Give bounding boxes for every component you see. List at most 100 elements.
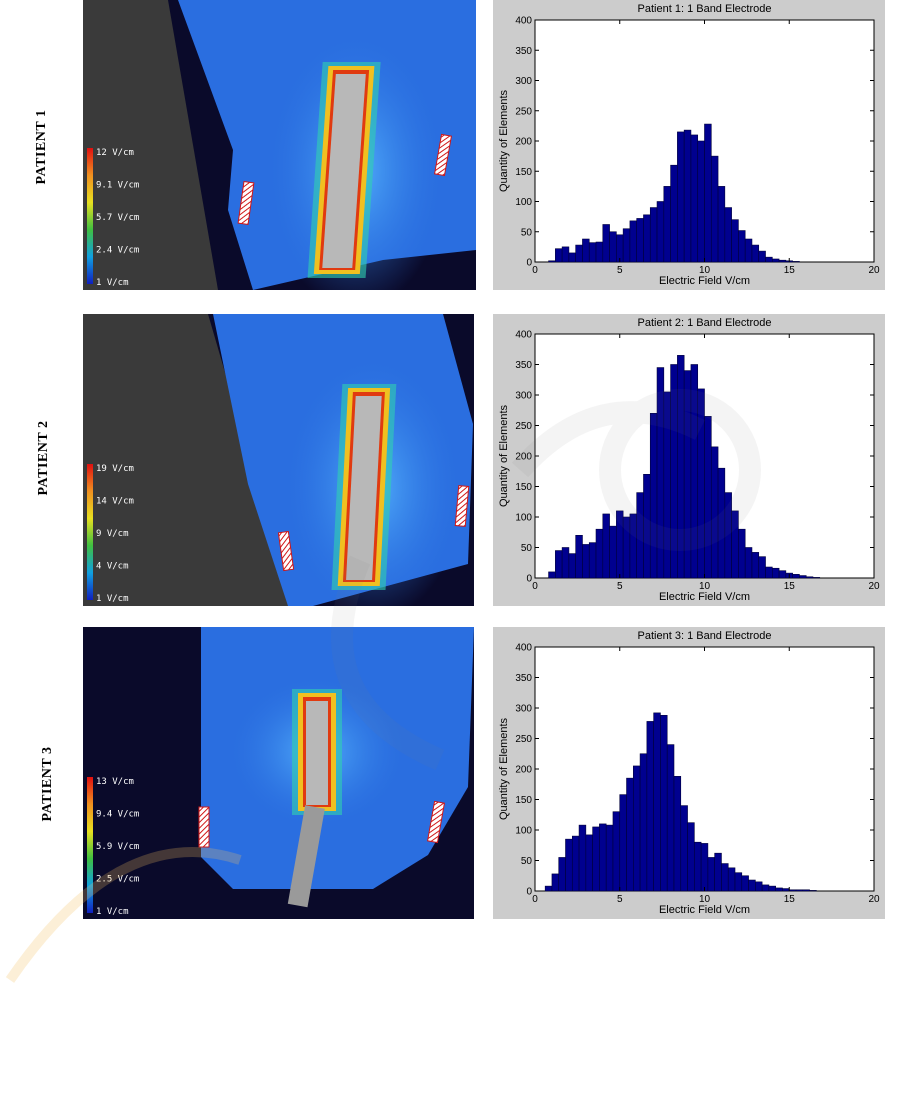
- ground-pad: [434, 133, 452, 177]
- histogram-bar: [677, 131, 685, 263]
- histogram-bar: [592, 826, 600, 892]
- x-tick-label: 10: [699, 894, 711, 905]
- row-label-patient-3: PATIENT 3: [40, 746, 55, 822]
- x-tick-label: 5: [617, 265, 623, 276]
- x-tick-label: 10: [699, 581, 711, 592]
- histogram-bar: [792, 261, 800, 263]
- histogram-bar: [717, 186, 726, 263]
- y-tick-label: 50: [521, 856, 533, 867]
- histogram-bar: [805, 576, 814, 579]
- histogram-bar: [710, 446, 719, 579]
- colorbar-label: 2.5 V/cm: [96, 875, 139, 885]
- histogram-bar: [595, 241, 604, 263]
- histogram-bar: [683, 370, 692, 579]
- simulation-render: 19 V/cm 14 V/cm 9 V/cm 4 V/cm 1 V/cm: [83, 314, 474, 606]
- histogram-bar: [605, 824, 614, 892]
- x-tick-label: 0: [532, 894, 538, 905]
- histogram-bar: [788, 889, 797, 892]
- histogram-bar: [765, 256, 773, 263]
- histogram-bar: [765, 566, 773, 579]
- histogram-bar: [683, 129, 692, 263]
- colorbar-label: 9.1 V/cm: [96, 181, 139, 191]
- y-tick-label: 400: [515, 330, 532, 341]
- colorbar-label: 1 V/cm: [96, 907, 129, 917]
- electrode-shaft: [306, 701, 328, 805]
- row-label-patient-1: PATIENT 1: [34, 109, 49, 185]
- y-tick-label: 200: [515, 765, 532, 776]
- histogram-bar: [578, 824, 587, 892]
- histogram-bar: [663, 391, 671, 579]
- histogram-chart-3: Patient 3: 1 Band Electrode0501001502002…: [498, 630, 880, 916]
- histogram-bar: [795, 889, 804, 892]
- y-tick-label: 200: [515, 137, 532, 148]
- x-tick-label: 15: [784, 894, 796, 905]
- colorbar-label: 2.4 V/cm: [96, 246, 139, 256]
- histogram-bar: [690, 134, 699, 263]
- histogram-bar: [768, 885, 776, 892]
- histogram-bar: [646, 721, 654, 892]
- histogram-bar: [748, 879, 756, 892]
- histogram-bar: [558, 857, 566, 892]
- histogram-chart-1: Patient 1: 1 Band Electrode0501001502002…: [498, 3, 880, 287]
- histogram-bar: [694, 841, 702, 892]
- x-axis-label: Electric Field V/cm: [659, 275, 750, 287]
- x-tick-label: 20: [868, 265, 880, 276]
- histogram-bar: [771, 258, 780, 263]
- electrode-shaft: [346, 396, 382, 580]
- y-tick-label: 0: [526, 574, 532, 585]
- y-tick-label: 250: [515, 421, 532, 432]
- histogram-bar: [680, 805, 688, 892]
- y-tick-label: 100: [515, 826, 532, 837]
- histogram-bar: [636, 218, 644, 263]
- histogram-bar: [799, 575, 807, 579]
- y-tick-label: 300: [515, 704, 532, 715]
- histogram-bar: [673, 776, 682, 892]
- y-tick-label: 50: [521, 543, 533, 554]
- simulation-render: 12 V/cm 9.1 V/cm 5.7 V/cm 2.4 V/cm 1 V/cm: [83, 0, 476, 290]
- histogram-bar: [561, 547, 570, 579]
- histogram-bar: [670, 164, 678, 263]
- histogram-bar: [602, 513, 610, 579]
- colorbar: [87, 464, 93, 600]
- x-tick-label: 5: [617, 581, 623, 592]
- histogram-bar: [643, 214, 651, 263]
- histogram-bar: [544, 885, 553, 892]
- histogram-bar: [724, 207, 732, 263]
- histogram-chart-2: Patient 2: 1 Band Electrode0501001502002…: [498, 317, 880, 603]
- histogram-bar: [738, 230, 746, 263]
- histogram-bar: [588, 542, 597, 579]
- histogram-bar: [700, 843, 709, 892]
- histogram-bar: [809, 890, 817, 892]
- y-tick-label: 250: [515, 106, 532, 117]
- y-tick-label: 150: [515, 167, 532, 178]
- histogram-bar: [707, 857, 715, 892]
- histogram-bar: [751, 244, 760, 263]
- histogram-bar: [653, 712, 661, 892]
- y-tick-label: 250: [515, 734, 532, 745]
- y-tick-label: 100: [515, 197, 532, 208]
- histogram-bar: [656, 367, 665, 579]
- tissue-gray-region: [83, 0, 218, 290]
- y-tick-label: 150: [515, 482, 532, 493]
- x-tick-label: 15: [784, 581, 796, 592]
- histogram-panel-2: Patient 2: 1 Band Electrode 0 50 100 150 200 2…: [493, 314, 885, 606]
- histogram-bar: [616, 510, 624, 579]
- y-tick-label: 100: [515, 513, 532, 524]
- histogram-bar: [690, 364, 699, 579]
- histogram-bar: [666, 744, 675, 892]
- electrode-shaft: [322, 74, 366, 268]
- histogram-bar: [656, 201, 665, 263]
- chart-title: Patient 3: 1 Band Electrode: [638, 630, 772, 642]
- ground-pad: [237, 180, 255, 226]
- histogram-bar: [778, 259, 787, 263]
- histogram-bar: [619, 794, 627, 892]
- histogram-panel-3: Patient 3: 1 Band Electrode 0 50 100 150 200 2…: [493, 627, 885, 919]
- x-tick-label: 20: [868, 581, 880, 592]
- histogram-bar: [595, 528, 604, 579]
- histogram-bar: [622, 516, 631, 579]
- histogram-bar: [738, 528, 746, 579]
- histogram-bar: [548, 571, 556, 579]
- x-tick-label: 15: [784, 265, 796, 276]
- histogram-bar: [609, 231, 617, 263]
- colorbar-label: 1 V/cm: [96, 594, 129, 604]
